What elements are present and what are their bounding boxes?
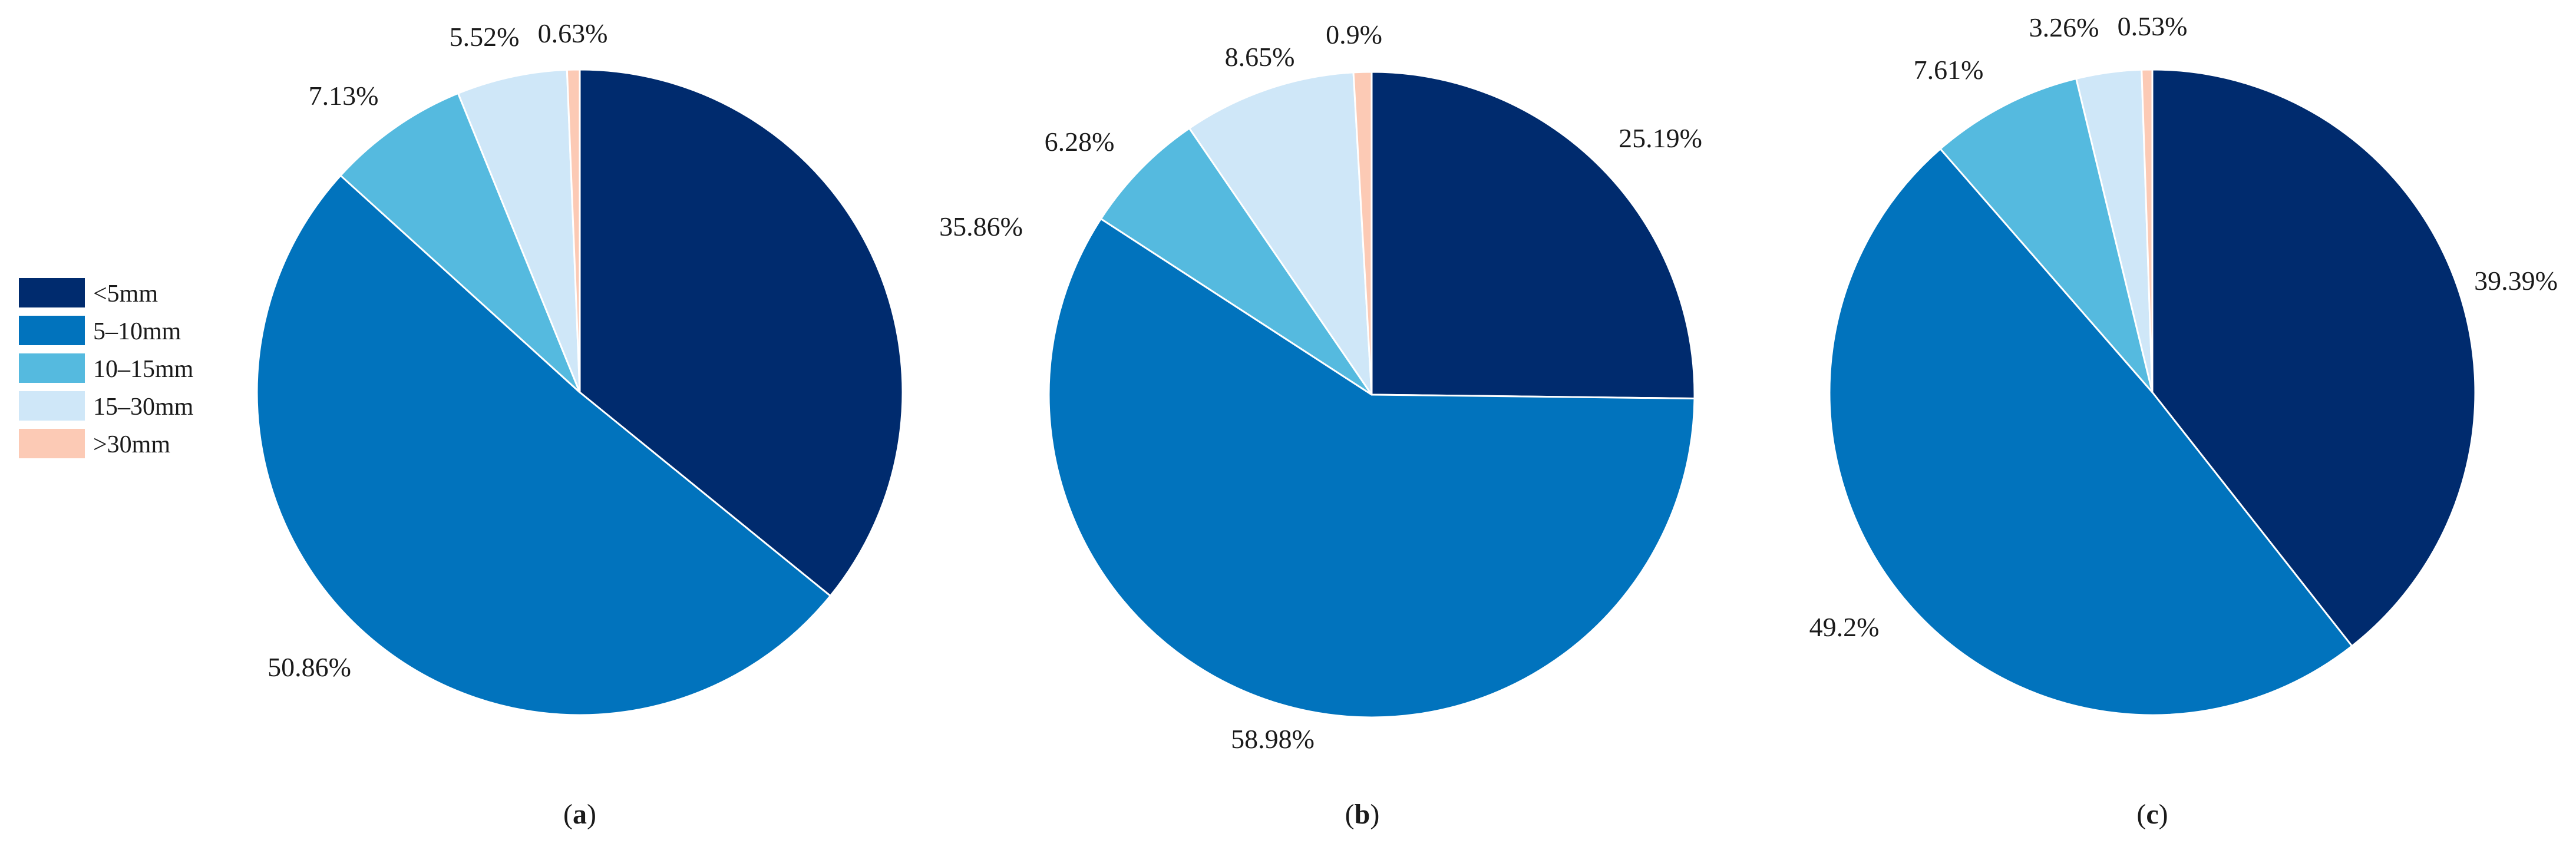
legend-label: 15–30mm xyxy=(93,393,194,421)
pie-a: 35.86% 50.86% 7.13% 5.52% 0.63% xyxy=(256,18,1023,716)
caption-c-letter: c xyxy=(2146,799,2158,830)
pie-a-label-lt5: 35.86% xyxy=(939,211,1023,242)
pie-c-slice-5-10 xyxy=(1828,148,2353,716)
caption-b: (b) xyxy=(1345,799,1380,830)
caption-c: (c) xyxy=(2136,799,2168,830)
legend-swatch xyxy=(19,429,85,458)
pie-c-label-15-30: 3.26% xyxy=(2029,12,2099,42)
pie-b-slice-15-30 xyxy=(1188,71,1373,396)
legend-item: >30mm xyxy=(19,429,170,458)
pie-a-label-15-30: 5.52% xyxy=(450,22,520,52)
pie-b-slice-lt5 xyxy=(1370,71,1696,400)
pie-c-slices xyxy=(1828,68,2476,716)
legend-item: 15–30mm xyxy=(19,391,194,421)
pie-a-label-5-10: 50.86% xyxy=(267,652,351,682)
pie-b-label-5-10: 58.98% xyxy=(1231,724,1315,754)
legend-swatch xyxy=(19,391,85,421)
pie-c-label-10-15: 7.61% xyxy=(1914,55,1984,85)
pie-a-slices xyxy=(256,68,904,716)
pie-c-slice-10-15 xyxy=(1939,77,2154,393)
caption-a-letter: a xyxy=(573,799,587,830)
legend-item: <5mm xyxy=(19,278,158,307)
pie-c-slice-gt30 xyxy=(2141,68,2154,393)
pie-a-label-10-15: 7.13% xyxy=(309,81,379,111)
legend-swatch xyxy=(19,316,85,345)
caption-b-letter: b xyxy=(1355,799,1370,830)
pie-c: 39.39% 49.2% 7.61% 3.26% 0.53% xyxy=(1809,11,2558,716)
pie-a-slice-gt30 xyxy=(566,68,581,393)
pie-b: 25.19% 58.98% 6.28% 8.65% 0.9% xyxy=(1045,19,1702,754)
legend-swatch xyxy=(19,278,85,307)
pie-c-label-5-10: 49.2% xyxy=(1809,612,1880,642)
pie-b-label-gt30: 0.9% xyxy=(1326,19,1382,49)
pie-b-label-lt5: 25.19% xyxy=(1619,123,1702,153)
pie-c-label-gt30: 0.53% xyxy=(2118,11,2188,41)
legend-swatch xyxy=(19,353,85,383)
legend-item: 5–10mm xyxy=(19,316,181,345)
legend-item: 10–15mm xyxy=(19,353,194,383)
pie-b-slice-10-15 xyxy=(1099,127,1373,396)
pie-a-slice-5-10 xyxy=(256,174,831,716)
legend-label: 10–15mm xyxy=(93,356,194,383)
pie-a-slice-15-30 xyxy=(457,68,581,393)
pie-c-slice-lt5 xyxy=(2151,68,2476,647)
pie-a-label-gt30: 0.63% xyxy=(538,18,608,48)
pie-b-slices xyxy=(1048,71,1696,719)
legend-label: >30mm xyxy=(93,431,170,458)
pie-c-label-lt5: 39.39% xyxy=(2474,266,2558,296)
pie-a-slice-10-15 xyxy=(339,92,581,393)
pie-b-label-10-15: 6.28% xyxy=(1045,127,1115,157)
legend: <5mm 5–10mm 10–15mm 15–30mm >30mm xyxy=(19,278,194,458)
pie-b-slice-5-10 xyxy=(1048,217,1696,719)
caption-a: (a) xyxy=(563,799,596,830)
legend-label: <5mm xyxy=(93,280,158,307)
pie-a-slice-lt5 xyxy=(579,68,904,597)
legend-label: 5–10mm xyxy=(93,318,181,345)
pie-b-slice-gt30 xyxy=(1352,71,1373,396)
pie-b-label-15-30: 8.65% xyxy=(1225,42,1295,72)
